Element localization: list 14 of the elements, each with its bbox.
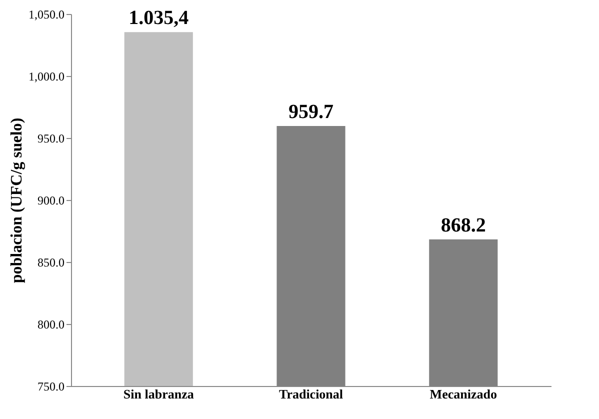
x-tick-label: Tradicional — [278, 386, 344, 402]
x-tick-label: Sin labranza — [123, 386, 194, 402]
y-tick-label: 950.0 — [38, 132, 64, 146]
x-tick-label: Mecanizado — [430, 386, 497, 402]
y-tick-label: 1,050.0 — [28, 8, 64, 22]
data-label: 1.035,4 — [128, 7, 189, 30]
y-tick-label: 850.0 — [38, 256, 64, 270]
y-tick-label: 900.0 — [38, 194, 64, 208]
y-tick-label: 800.0 — [38, 318, 64, 332]
y-tick-label: 1,000.0 — [28, 70, 64, 84]
data-label: 959.7 — [288, 100, 334, 123]
data-label: 868.2 — [440, 214, 486, 236]
y-axis-title: poblacion (UFC/g suelo) — [8, 118, 26, 284]
y-tick-label: 750.0 — [38, 380, 64, 394]
